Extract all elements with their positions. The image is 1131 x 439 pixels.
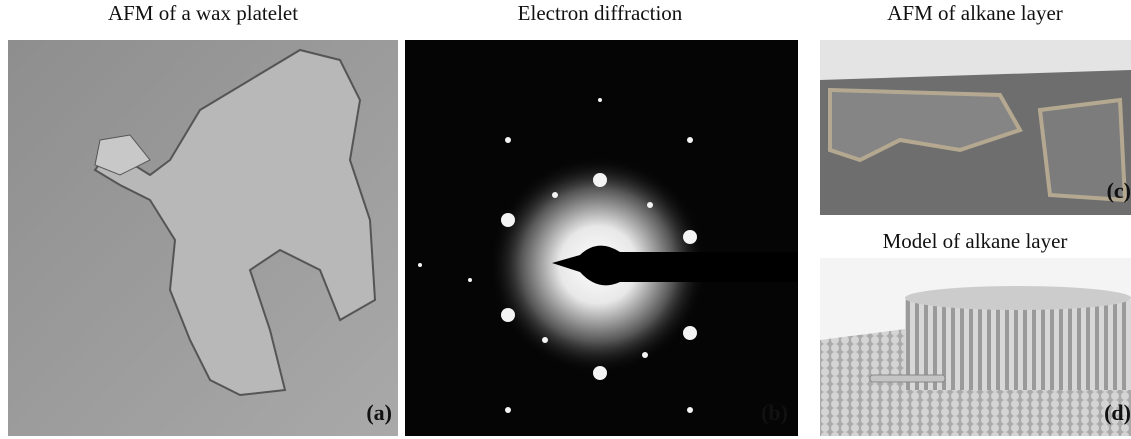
panel-title: AFM of alkane layer: [887, 1, 1063, 25]
panel-title: AFM of a wax platelet: [108, 1, 298, 25]
panel-label: (c): [1107, 178, 1131, 203]
panel-label: (a): [366, 400, 392, 425]
panel-d: Model of alkane layer (d): [820, 229, 1131, 436]
figure: AFM of a wax platelet (a) Electron diffr…: [0, 0, 1131, 439]
panel-label: (d): [1104, 400, 1131, 425]
panel-a: AFM of a wax platelet (a): [8, 1, 398, 436]
panel-c: AFM of alkane layer (c): [820, 1, 1131, 215]
panel-title: Model of alkane layer: [883, 229, 1068, 253]
panel-title: Electron diffraction: [518, 1, 683, 25]
panel-label: (b): [761, 400, 788, 425]
panel-b: Electron diffraction (b): [405, 1, 798, 436]
